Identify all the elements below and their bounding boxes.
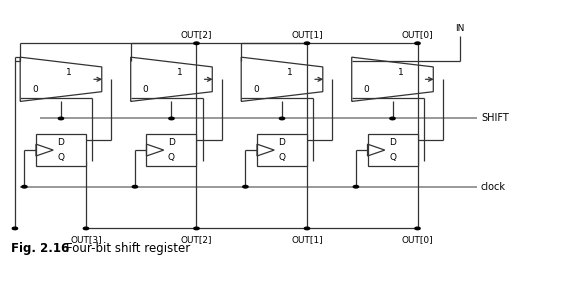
Text: 1: 1 xyxy=(287,68,293,77)
Text: OUT[3]: OUT[3] xyxy=(70,235,102,245)
Bar xyxy=(146,134,197,166)
Circle shape xyxy=(304,42,309,45)
Text: D: D xyxy=(279,138,285,147)
Circle shape xyxy=(58,117,63,120)
Text: D: D xyxy=(168,138,175,147)
Text: OUT[1]: OUT[1] xyxy=(291,235,323,245)
Circle shape xyxy=(13,227,18,230)
Text: D: D xyxy=(389,138,396,147)
Bar xyxy=(257,134,307,166)
Text: 1: 1 xyxy=(66,68,72,77)
Circle shape xyxy=(169,117,174,120)
Text: Four-bit shift register: Four-bit shift register xyxy=(66,242,190,255)
Text: OUT[0]: OUT[0] xyxy=(402,30,434,39)
Circle shape xyxy=(279,117,285,120)
Circle shape xyxy=(415,42,420,45)
Text: 0: 0 xyxy=(32,85,38,93)
Text: SHIFT: SHIFT xyxy=(481,114,509,124)
Circle shape xyxy=(390,117,395,120)
Circle shape xyxy=(415,227,420,230)
Text: D: D xyxy=(58,138,65,147)
Circle shape xyxy=(22,185,27,188)
Text: OUT[1]: OUT[1] xyxy=(291,30,323,39)
Text: 1: 1 xyxy=(177,68,182,77)
Circle shape xyxy=(194,227,199,230)
Text: Fig. 2.16: Fig. 2.16 xyxy=(11,242,69,255)
Text: Q: Q xyxy=(57,153,65,162)
Text: Q: Q xyxy=(279,153,285,162)
Text: Q: Q xyxy=(168,153,175,162)
Circle shape xyxy=(132,185,137,188)
Text: clock: clock xyxy=(481,182,506,192)
Text: OUT[0]: OUT[0] xyxy=(402,235,434,245)
Text: OUT[2]: OUT[2] xyxy=(181,235,212,245)
Text: 1: 1 xyxy=(398,68,403,77)
Circle shape xyxy=(84,227,89,230)
Circle shape xyxy=(243,185,248,188)
Text: 0: 0 xyxy=(142,85,148,93)
Text: Q: Q xyxy=(389,153,396,162)
Text: IN: IN xyxy=(455,24,464,33)
Text: 0: 0 xyxy=(364,85,370,93)
Text: OUT[2]: OUT[2] xyxy=(181,30,212,39)
Circle shape xyxy=(194,42,199,45)
Circle shape xyxy=(304,227,309,230)
Bar xyxy=(36,134,86,166)
Circle shape xyxy=(353,185,359,188)
Text: 0: 0 xyxy=(253,85,259,93)
Bar xyxy=(368,134,418,166)
